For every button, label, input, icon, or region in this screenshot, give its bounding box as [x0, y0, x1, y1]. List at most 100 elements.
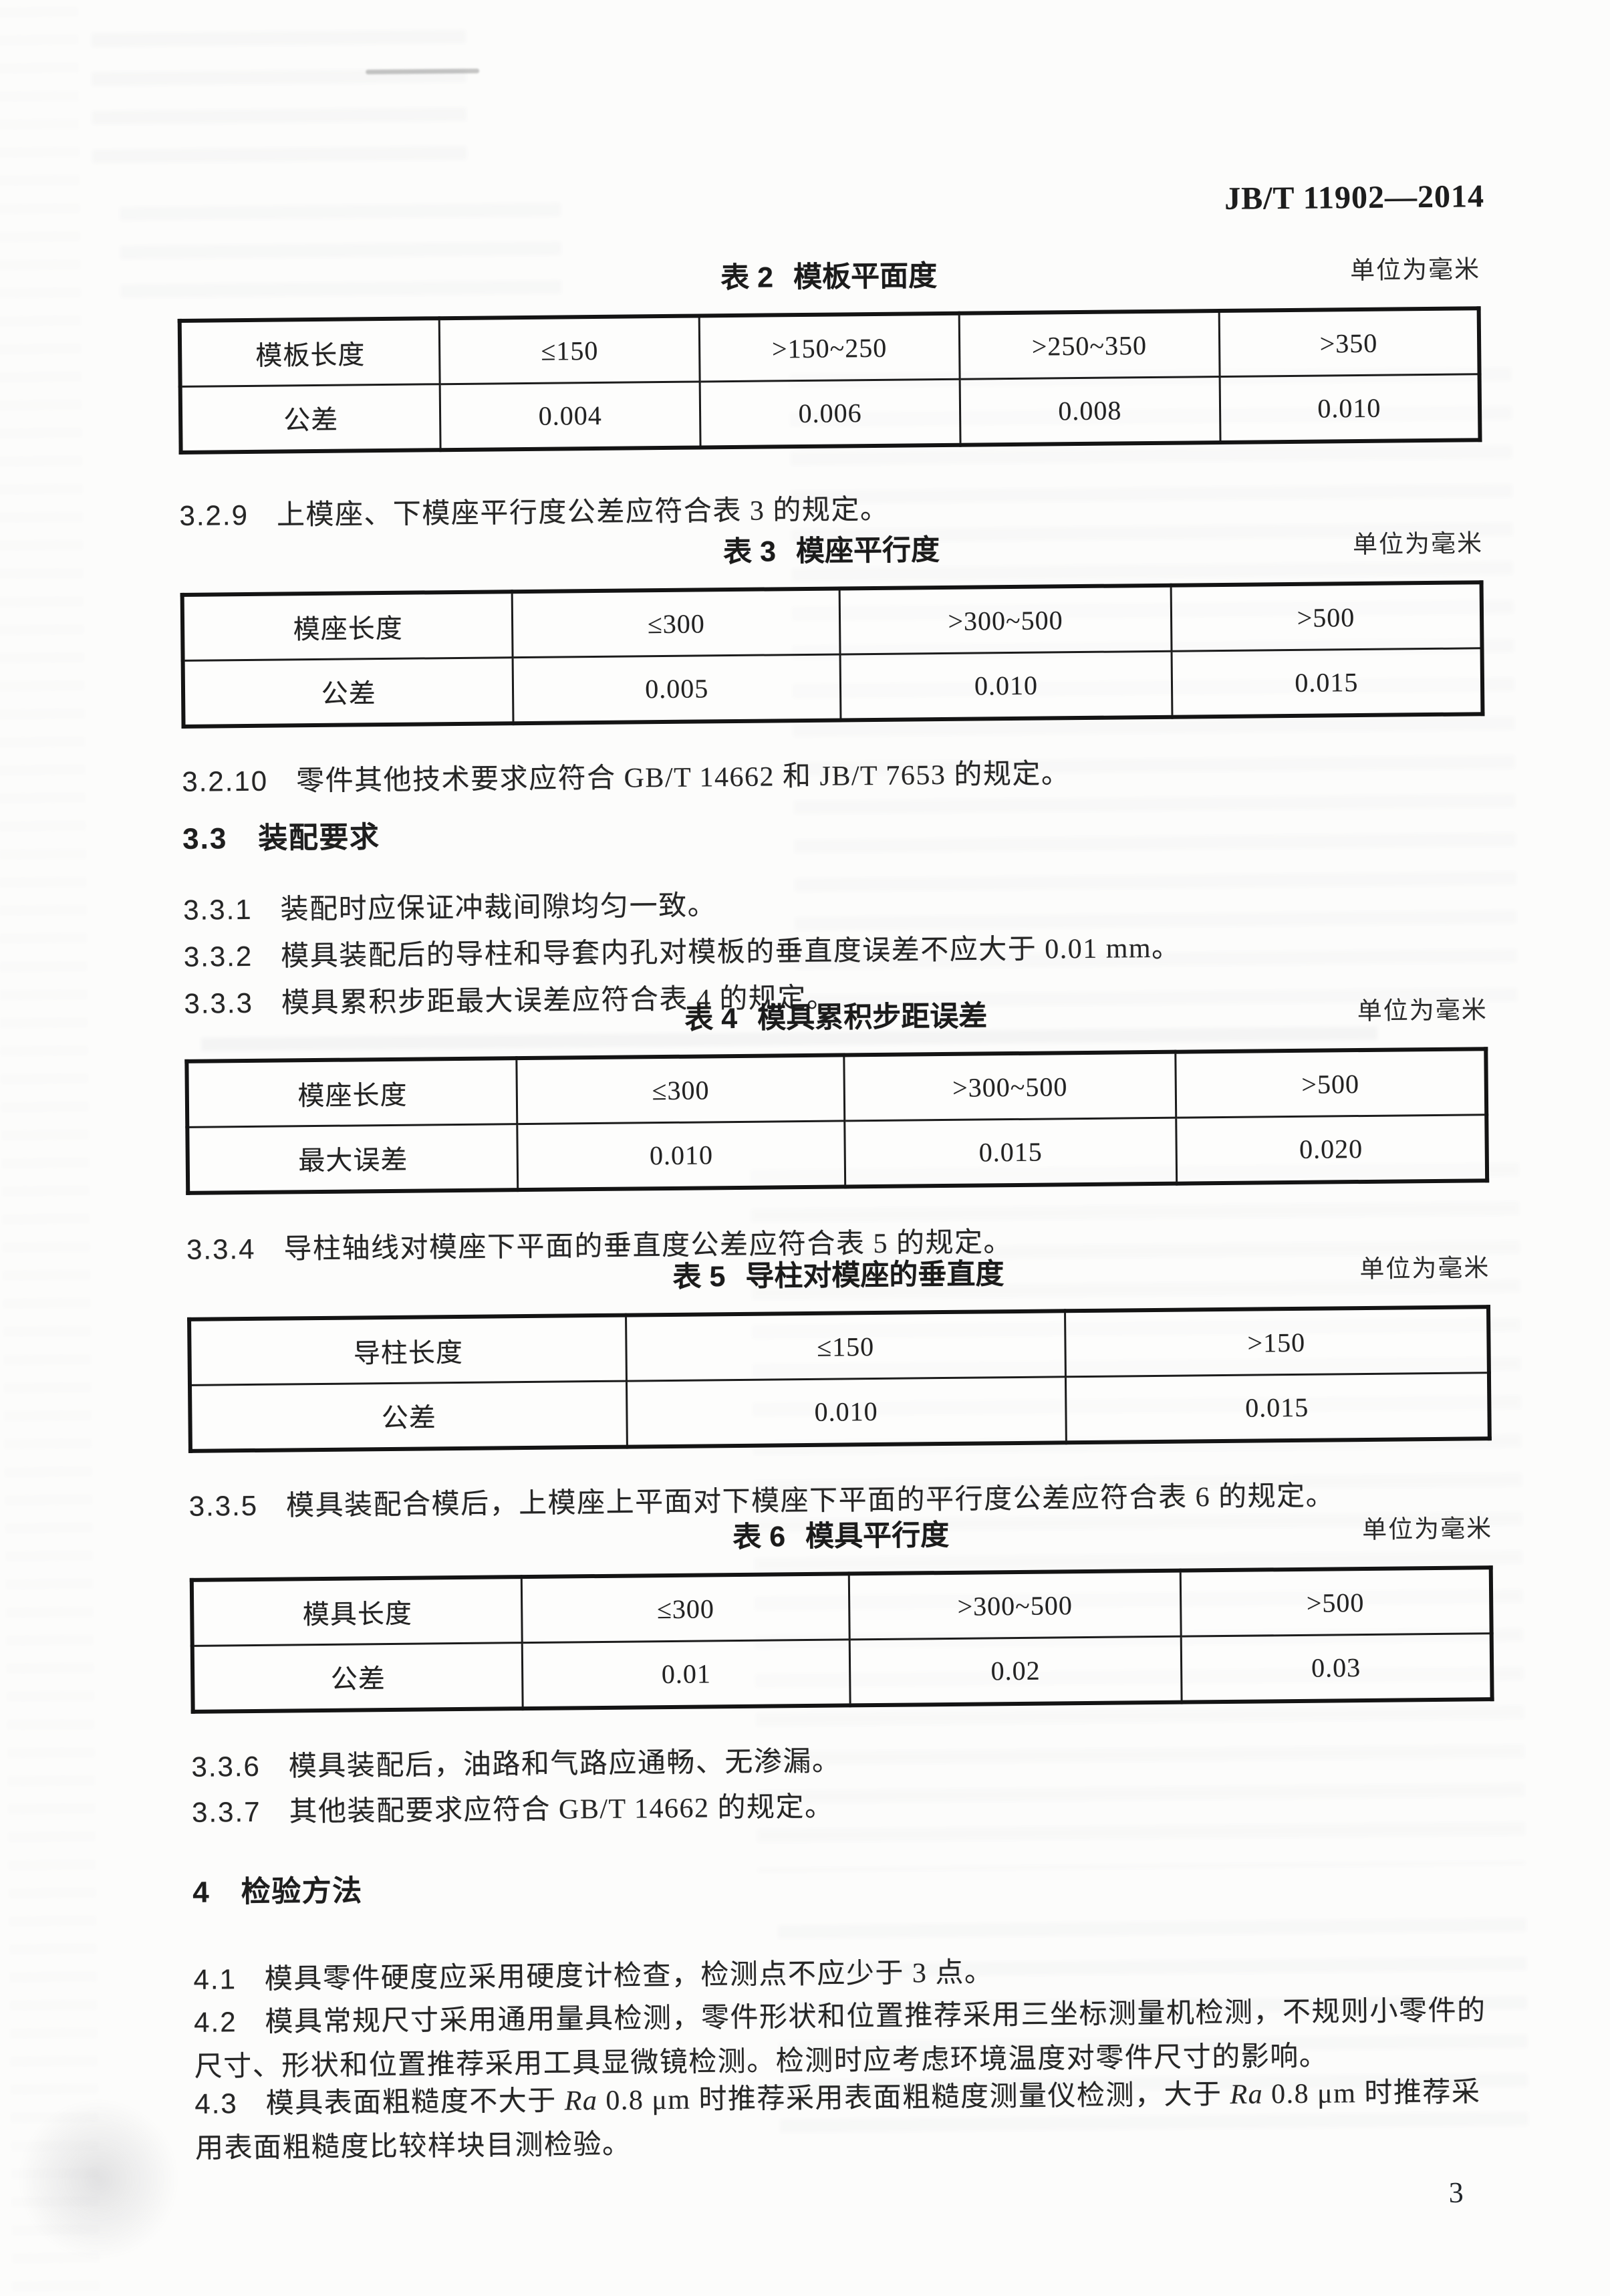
section-heading-3-3: 3.3 装配要求 [182, 805, 1491, 862]
table2-flatness: 模板长度 ≤150 >150~250 >250~350 >350 公差 0.00… [177, 306, 1482, 455]
scan-artifact [366, 68, 480, 75]
table-cell: 0.010 [517, 1120, 845, 1190]
table4-block: 表 4 模具累积步距误差 单位为毫米 模座长度 ≤300 >300~500 >50… [184, 988, 1490, 1195]
table2-unit-note: 单位为毫米 [1349, 256, 1481, 285]
table2-title: 模板平面度 [793, 260, 938, 294]
table5-perpendicularity: 导柱长度 ≤150 >150 公差 0.010 0.015 [187, 1305, 1492, 1453]
clause-text: 模具常规尺寸采用通用量具检测，零件形状和位置推荐采用三坐标测量机检测，不规则小零… [194, 1995, 1486, 2083]
table-cell: 0.008 [959, 376, 1220, 445]
table4-step-error: 模座长度 ≤300 >300~500 >500 最大误差 0.010 0.015… [184, 1047, 1490, 1195]
clause-3-2-10: 3.2.10 零件其他技术要求应符合 GB/T 14662 和 JB/T 7653… [182, 747, 1490, 805]
clause-number: 4.3 [194, 2087, 238, 2120]
table-header-cell: >300~500 [849, 1570, 1182, 1640]
table6-unit-note: 单位为毫米 [1361, 1515, 1493, 1545]
bleedthrough-artifact [91, 29, 467, 174]
table2-caption: 表 2 模板平面度 单位为毫米 [177, 247, 1480, 299]
clause-4-3: 4.3 模具表面粗糙度不大于 Ra 0.8 μm 时推荐采用表面粗糙度测量仪检测，… [194, 2069, 1503, 2171]
table-row: 模具长度 ≤300 >300~500 >500 [191, 1567, 1492, 1646]
table-cell: 0.010 [1219, 374, 1480, 443]
table-cell: 0.015 [844, 1118, 1177, 1187]
ra-symbol: Ra [1230, 2079, 1264, 2110]
table-cell: 公差 [182, 657, 514, 727]
clause-text: 模具装配后，油路和气路应通畅、无渗漏。 [288, 1746, 841, 1783]
clause-number: 4.1 [193, 1963, 237, 1995]
table-cell: 0.015 [1171, 648, 1483, 717]
table5-block: 表 5 导柱对模座的垂直度 单位为毫米 导柱长度 ≤150 >150 公差 0.0… [186, 1246, 1492, 1453]
scan-edge-noise [0, 7, 100, 2296]
table-cell: 公差 [190, 1381, 628, 1451]
table-row: 最大误差 0.010 0.015 0.020 [187, 1114, 1488, 1193]
section-number: 3.3 [182, 822, 228, 856]
clause-number: 3.2.10 [182, 765, 269, 797]
clause-text: 零件其他技术要求应符合 GB/T 14662 和 JB/T 7653 的规定。 [295, 759, 1071, 797]
table5-unit-note: 单位为毫米 [1359, 1255, 1490, 1284]
table-header-cell: >300~500 [839, 585, 1172, 654]
table-header-cell: 模座长度 [186, 1058, 518, 1128]
table-header-cell: ≤300 [512, 588, 841, 658]
clause-number: 4.2 [193, 2006, 237, 2038]
table2-label: 表 2 [720, 261, 774, 295]
table-header-cell: 模座长度 [182, 592, 513, 661]
clause-text-part: 0.8 μm 时推荐采用表面粗糙度测量仪检测，大于 [597, 2079, 1230, 2117]
table3-label: 表 3 [722, 535, 777, 569]
section-title: 装配要求 [258, 821, 380, 855]
ra-symbol: Ra [564, 2085, 598, 2117]
clause-number: 3.3.1 [182, 893, 253, 926]
table-cell: 0.015 [1065, 1372, 1490, 1443]
table-cell: 公差 [192, 1642, 523, 1712]
table3-unit-note: 单位为毫米 [1352, 530, 1484, 559]
clause-text: 模具装配后的导柱和导套内孔对模板的垂直度误差不应大于 0.01 mm。 [281, 932, 1181, 973]
table-header-cell: >500 [1170, 582, 1482, 652]
clause-text: 模具零件硬度应采用硬度计检查，检测点不应少于 3 点。 [264, 1957, 994, 1995]
clause-text: 上模座、下模座平行度公差应符合表 3 的规定。 [276, 494, 890, 531]
scan-smudge [17, 2098, 180, 2261]
table-cell: 0.01 [522, 1639, 851, 1709]
clause-number: 3.3.6 [191, 1750, 261, 1783]
table-header-cell: >150 [1065, 1307, 1489, 1377]
table6-block: 表 6 模具平行度 单位为毫米 模具长度 ≤300 >300~500 >500 公… [189, 1507, 1494, 1714]
table-header-cell: ≤150 [439, 315, 700, 384]
clause-text: 装配时应保证冲裁间隙均匀一致。 [280, 890, 717, 926]
table-row: 导柱长度 ≤150 >150 [189, 1307, 1489, 1386]
section-number: 4 [192, 1876, 211, 1909]
table-header-cell: ≤300 [517, 1055, 845, 1124]
table4-title: 模具累积步距误差 [757, 1000, 988, 1035]
table-row: 公差 0.005 0.010 0.015 [182, 648, 1483, 727]
table-cell: 最大误差 [187, 1124, 518, 1193]
table-cell: 0.02 [849, 1636, 1182, 1706]
table-cell: 公差 [180, 384, 441, 453]
table6-label: 表 6 [732, 1521, 786, 1554]
clause-number: 3.3.5 [188, 1489, 259, 1522]
table2-block: 表 2 模板平面度 单位为毫米 模板长度 ≤150 >150~250 >250~3… [177, 247, 1482, 455]
clause-text-part: 模具表面粗糙度不大于 [265, 2085, 565, 2120]
standard-code-header: JB/T 11902—2014 [1224, 178, 1485, 217]
clause-text: 其他装配要求应符合 GB/T 14662 的规定。 [289, 1791, 834, 1828]
table-header-cell: >500 [1175, 1049, 1487, 1118]
table-cell: 0.004 [440, 381, 701, 451]
table-header-cell: 模具长度 [191, 1577, 523, 1646]
section-title: 检验方法 [241, 1874, 363, 1909]
table-row: 模座长度 ≤300 >300~500 >500 [182, 582, 1482, 661]
section-heading-4: 4 检验方法 [192, 1858, 1501, 1915]
table-header-cell: 模板长度 [179, 318, 440, 387]
table-header-cell: >250~350 [959, 311, 1220, 380]
clause-number: 3.3.2 [183, 940, 253, 973]
table-header-cell: >500 [1180, 1567, 1492, 1637]
table4-label: 表 4 [684, 1002, 738, 1035]
table4-unit-note: 单位为毫米 [1357, 997, 1488, 1026]
table-row: 公差 0.004 0.006 0.008 0.010 [180, 374, 1480, 453]
table-header-cell: 导柱长度 [189, 1315, 627, 1386]
clause-number: 3.3.7 [191, 1795, 261, 1828]
table-header-cell: ≤150 [626, 1311, 1066, 1382]
page-number: 3 [1448, 2176, 1464, 2209]
table3-parallelism: 模座长度 ≤300 >300~500 >500 公差 0.005 0.010 0… [180, 580, 1485, 729]
table-header-cell: >150~250 [699, 313, 960, 382]
table-header-cell: >350 [1218, 308, 1480, 377]
table-row: 公差 0.01 0.02 0.03 [192, 1633, 1492, 1712]
table5-label: 表 5 [672, 1261, 726, 1293]
table3-title: 模座平行度 [795, 534, 940, 568]
table-header-cell: >300~500 [843, 1051, 1176, 1121]
table-cell: 0.03 [1181, 1633, 1492, 1702]
